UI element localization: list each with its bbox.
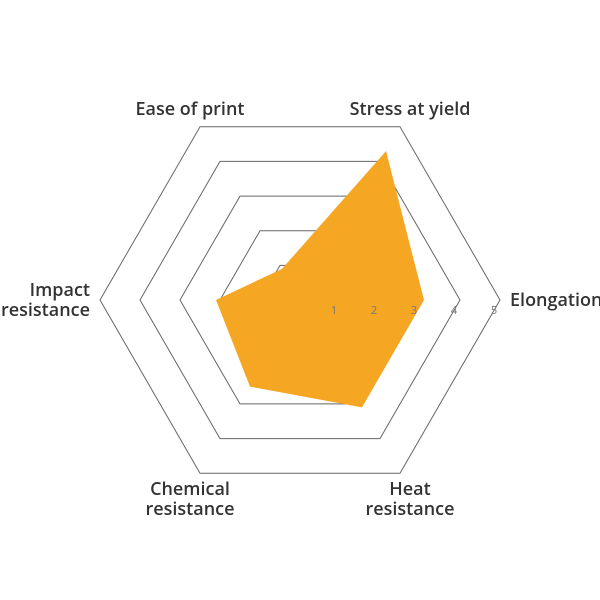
axis-label-chemical-resistance: Chemicalresistance xyxy=(146,477,235,521)
ring-label: 1 xyxy=(331,303,337,318)
axis-label-stress-at-yield: Stress at yield xyxy=(350,97,471,121)
ring-label: 4 xyxy=(451,303,458,318)
radar-chart: 1 2 3 4 5 Elongation Stress at yield Ease of pr… xyxy=(0,0,600,600)
ring-label: 2 xyxy=(371,303,377,318)
axis-label-heat-resistance: Heatresistance xyxy=(366,477,455,521)
axis-label-elongation: Elongation xyxy=(510,288,600,312)
axis-label-ease-of-print: Ease of print xyxy=(135,97,244,121)
axis-label-impact-resistance: Impactresistance xyxy=(1,278,90,322)
ring-label: 5 xyxy=(491,303,497,318)
data-series-area xyxy=(216,151,424,407)
ring-label: 3 xyxy=(411,303,417,318)
